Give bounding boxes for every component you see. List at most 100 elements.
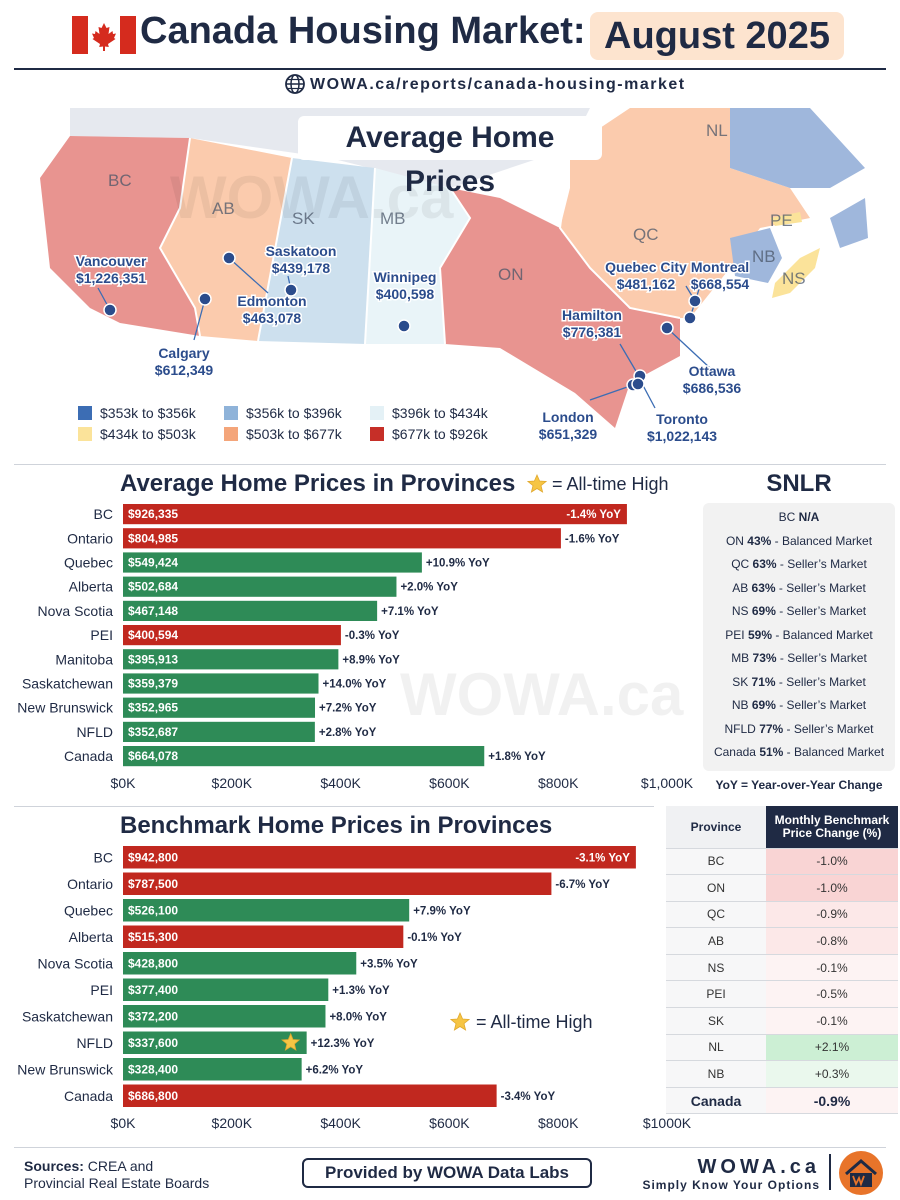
- bar-value-label: $395,913: [128, 652, 178, 666]
- city-dot-quebec-city: [688, 294, 702, 308]
- table-cell-province: PEI: [666, 980, 766, 1009]
- snlr-status: - Seller’s Market: [786, 721, 874, 736]
- sources-note: Sources: CREA and Provincial Real Estate…: [24, 1158, 209, 1192]
- legend-swatch: [224, 406, 238, 420]
- snlr-title: SNLR: [766, 470, 832, 497]
- yoy-label: +10.9% YoY: [426, 558, 490, 570]
- provided-by-badge: Provided by WOWA Data Labs: [302, 1158, 592, 1188]
- report-url-link[interactable]: WOWA.ca/reports/canada-housing-market: [310, 76, 686, 93]
- bar: [123, 1084, 497, 1107]
- yoy-label: +3.5% YoY: [360, 958, 418, 970]
- snlr-row: NS 69% - Seller’s Market: [703, 604, 895, 618]
- category-label: PEI: [90, 627, 113, 643]
- report-date-badge: August 2025: [590, 12, 844, 60]
- yoy-label: +1.8% YoY: [488, 751, 546, 763]
- map-label-on: ON: [498, 265, 524, 284]
- category-label: Quebec: [64, 902, 113, 918]
- legend-label: $356k to $396k: [246, 405, 342, 421]
- x-tick-label: $1000K: [643, 1115, 692, 1131]
- map-label-ns: NS: [782, 269, 806, 288]
- bar: [123, 504, 627, 525]
- snlr-percent: 63%: [752, 557, 780, 571]
- bar-value-label: $400,594: [128, 628, 178, 642]
- yoy-label: +12.3% YoY: [311, 1038, 375, 1050]
- all-time-high-star-icon: [281, 1032, 301, 1051]
- bar: [123, 872, 552, 895]
- legend-swatch: [78, 406, 92, 420]
- snlr-province: BC: [778, 510, 799, 524]
- yoy-note: YoY = Year-over-Year Change: [715, 778, 883, 792]
- wowa-logo-icon: [839, 1151, 883, 1195]
- map-watermark: WOWA.ca: [170, 164, 454, 231]
- table-cell-change: -0.1%: [766, 954, 898, 982]
- table-row: NB +0.3%: [666, 1060, 898, 1088]
- map-label-mb: MB: [380, 209, 406, 228]
- yoy-label: +7.2% YoY: [319, 703, 377, 715]
- section-divider: [14, 464, 886, 465]
- table-cell-province: NS: [666, 954, 766, 982]
- category-label: NFLD: [76, 1035, 113, 1051]
- star-icon: [450, 1012, 470, 1031]
- snlr-percent: 69%: [751, 604, 780, 618]
- sources-label: Sources:: [24, 1158, 84, 1174]
- bar: [123, 721, 315, 742]
- x-tick-label: $400K: [320, 775, 361, 791]
- snlr-province: NS: [731, 604, 752, 618]
- bar: [123, 925, 404, 948]
- bar-value-label: $549,424: [128, 556, 178, 570]
- snlr-province: ON: [725, 533, 748, 548]
- yoy-label: +1.3% YoY: [332, 985, 390, 997]
- legend-swatch: [78, 427, 92, 441]
- table-cell-province: Canada: [666, 1087, 766, 1115]
- chart-watermark: WOWA.ca: [400, 661, 684, 728]
- yoy-label: +2.0% YoY: [400, 582, 458, 594]
- category-label: Ontario: [67, 530, 113, 546]
- x-tick-label: $800K: [538, 1115, 579, 1131]
- snlr-province: PEI: [725, 627, 748, 642]
- legend-item: $356k to $396k: [224, 405, 342, 421]
- bar-value-label: $377,400: [128, 983, 178, 997]
- city-label-winnipeg: Winnipeg $400,598: [374, 269, 437, 302]
- province-nb: [730, 228, 782, 283]
- table-cell-province: NB: [666, 1060, 766, 1088]
- snlr-row: BC N/A: [703, 510, 895, 524]
- legend-item: $434k to $503k: [78, 426, 196, 442]
- snlr-row: Canada 51% - Balanced Market: [703, 745, 895, 759]
- city-label-vancouver: Vancouver $1,226,351: [76, 253, 147, 286]
- category-label: BC: [94, 506, 113, 522]
- table-cell-province: NL: [666, 1034, 766, 1062]
- legend-label: $353k to $356k: [100, 405, 196, 421]
- bar-value-label: $804,985: [128, 531, 178, 545]
- legend-label: $503k to $677k: [246, 426, 342, 442]
- snlr-province: NFLD: [724, 721, 760, 736]
- bar-value-label: $372,200: [128, 1009, 178, 1023]
- city-dot-montreal: [683, 311, 697, 325]
- bar-value-label: $352,965: [128, 701, 178, 715]
- snlr-row: NB 69% - Seller’s Market: [703, 698, 895, 712]
- avg-chart-title: Average Home Prices in Provinces: [120, 470, 516, 497]
- category-label: Alberta: [69, 579, 114, 595]
- legend-swatch: [370, 406, 384, 420]
- table-cell-province: QC: [666, 901, 766, 929]
- city-dot-toronto: [631, 377, 645, 391]
- table-cell-change: -1.0%: [766, 874, 898, 902]
- category-label: Nova Scotia: [38, 603, 114, 619]
- table-cell-change: -0.9%: [766, 901, 898, 929]
- snlr-status: - Seller’s Market: [779, 604, 867, 618]
- city-dot-vancouver: [103, 303, 117, 317]
- x-tick-label: $400K: [320, 1115, 361, 1131]
- sources-text-line2: Provincial Real Estate Boards: [24, 1175, 210, 1191]
- yoy-label: +8.0% YoY: [329, 1011, 387, 1023]
- category-label: New Brunswick: [17, 1061, 114, 1077]
- bench-chart-title: Benchmark Home Prices in Provinces: [120, 812, 553, 839]
- snlr-row: PEI 59% - Balanced Market: [703, 628, 895, 642]
- province-on: [440, 188, 680, 428]
- table-cell-change: +0.3%: [766, 1060, 898, 1088]
- table-row: NL +2.1%: [666, 1034, 898, 1062]
- table-cell-change: -0.8%: [766, 927, 898, 955]
- snlr-status: - Seller’s Market: [779, 557, 867, 571]
- snlr-province: MB: [731, 651, 753, 665]
- snlr-row: AB 63% - Seller’s Market: [703, 581, 895, 595]
- snlr-status: - Seller’s Market: [779, 698, 867, 712]
- table-cell-change: -0.9%: [766, 1087, 898, 1115]
